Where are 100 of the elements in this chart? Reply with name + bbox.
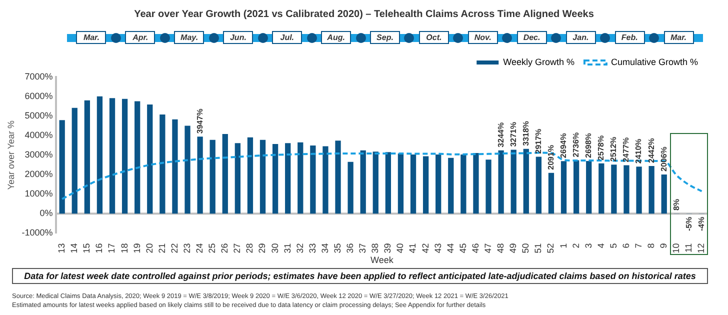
x-tick-label: 35 [332, 243, 342, 254]
y-tick-label: 1000% [24, 188, 53, 199]
bar [322, 146, 328, 214]
data-label: 2442% [646, 138, 656, 163]
x-tick-label: 24 [194, 243, 205, 254]
bar [473, 152, 479, 214]
bar [96, 96, 103, 214]
x-tick-label: 18 [119, 243, 130, 254]
x-tick-label: 5 [608, 243, 618, 248]
x-tick-label: 19 [132, 243, 142, 254]
x-tick-label: 21 [156, 243, 167, 254]
x-tick-label: 44 [445, 243, 456, 254]
x-tick-label: 32 [294, 243, 305, 254]
bar [398, 154, 404, 214]
x-tick-label: 30 [270, 243, 280, 254]
data-label: 2091% [546, 144, 556, 170]
x-tick-label: 43 [432, 243, 443, 254]
text: Data for latest week date controlled against prior periods; estimates have been applied to reflect anticipated late-adjudicated claims based on historical rates [12, 268, 708, 284]
bar [586, 160, 592, 214]
data-label: 2477% [622, 137, 631, 162]
bar [197, 136, 203, 214]
bar [624, 165, 630, 214]
data-label: 3244% [496, 122, 506, 148]
x-axis-title: Week [370, 255, 394, 266]
bar [360, 150, 366, 214]
text: Aug. [321, 31, 352, 44]
text: Feb. [614, 31, 645, 44]
bar [59, 120, 65, 214]
bar [661, 174, 667, 214]
text: Mar. [76, 31, 106, 44]
bar [498, 150, 504, 214]
x-tick-label: 11 [684, 243, 694, 253]
x-tick-label: 4 [596, 243, 606, 248]
x-tick-label: 14 [69, 243, 80, 254]
text: Dec. [516, 31, 547, 44]
bar [272, 144, 278, 214]
data-label: 3271% [508, 122, 518, 147]
legend-label: Weekly Growth % [503, 56, 574, 67]
bar [611, 164, 617, 214]
bar [298, 142, 304, 214]
y-tick-label: 5000% [24, 110, 53, 121]
bar [648, 166, 654, 214]
bar [548, 172, 554, 214]
bar [310, 146, 316, 214]
text: Apr. [125, 31, 156, 44]
y-tick-label: 4000% [24, 130, 53, 140]
data-label: 2917% [534, 128, 543, 154]
text: Jan. [566, 31, 596, 44]
x-tick-label: 22 [169, 243, 180, 254]
x-tick-label: 7 [634, 243, 644, 248]
bar [109, 98, 116, 214]
bar [335, 140, 341, 214]
bar [560, 161, 567, 214]
x-tick-label: 48 [496, 243, 506, 254]
data-label: 2578% [596, 135, 606, 160]
bar [410, 154, 416, 214]
bar [523, 148, 529, 214]
bar [285, 143, 291, 214]
bar [422, 156, 429, 214]
x-tick-label: 2 [570, 243, 581, 248]
text: Sep. [370, 31, 400, 44]
x-tick-label: 37 [358, 243, 368, 254]
bar [372, 152, 378, 214]
y-tick-label: 7000% [24, 71, 53, 82]
x-tick-label: 49 [508, 243, 518, 254]
bar [536, 156, 542, 214]
x-tick-label: 26 [220, 243, 230, 254]
x-tick-label: 9 [658, 243, 669, 248]
x-tick-label: 17 [106, 243, 117, 254]
bar [160, 114, 166, 214]
data-label: 2694% [558, 133, 568, 158]
x-tick-label: 27 [232, 243, 242, 254]
bar [460, 154, 466, 214]
x-tick-label: 52 [546, 243, 556, 254]
bar [348, 162, 354, 214]
x-tick-label: 40 [395, 243, 406, 254]
data-label: 2698% [584, 133, 594, 158]
legend-label: Cumulative Growth % [610, 56, 698, 67]
bar [636, 166, 642, 214]
x-tick-label: 47 [483, 243, 493, 254]
chart-title: Year over Year Growth (2021 vs Calibrated 2020) – Telehealth Claims Across Time Aligned Weeks [133, 8, 595, 22]
x-tick-label: 36 [345, 243, 356, 254]
text: Oct. [418, 31, 449, 44]
data-label: 8% [672, 198, 681, 211]
x-tick-label: 20 [144, 243, 154, 254]
bar [184, 126, 190, 214]
bar [172, 119, 178, 214]
x-tick-label: 23 [182, 243, 192, 254]
bar [222, 134, 228, 214]
bar [134, 101, 140, 214]
bar [510, 150, 516, 214]
bar [598, 163, 604, 214]
x-tick-label: 31 [282, 243, 292, 254]
x-tick-label: 41 [408, 243, 418, 254]
bar [72, 108, 78, 214]
x-tick-label: 10 [671, 243, 682, 254]
data-label: 2512% [609, 136, 618, 162]
x-tick-label: 51 [533, 243, 544, 254]
x-tick-label: 50 [520, 243, 531, 254]
data-label: -4% [696, 216, 706, 231]
